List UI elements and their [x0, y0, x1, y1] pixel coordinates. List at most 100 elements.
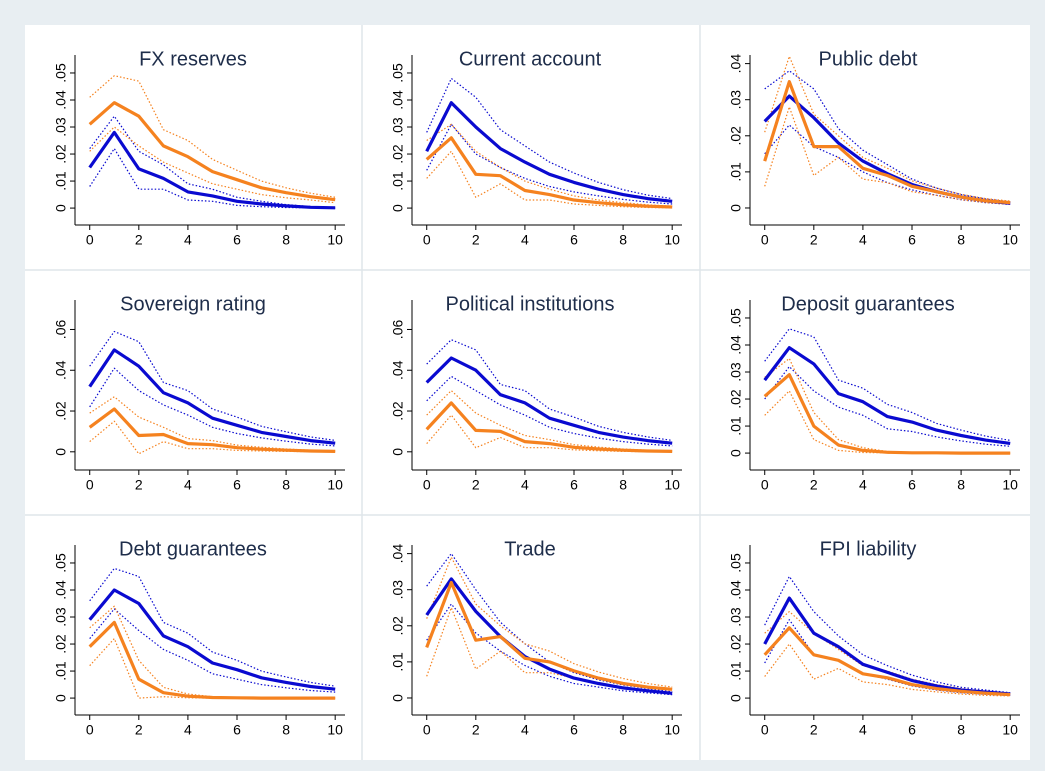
y-tick-label: .05: [728, 553, 744, 573]
y-tick-label: .02: [390, 144, 406, 164]
x-tick-label: 0: [423, 232, 431, 248]
y-tick-label: 0: [390, 204, 406, 212]
response-line: [88, 101, 336, 202]
panel-title: Current account: [459, 48, 602, 70]
x-tick-label: 10: [327, 232, 343, 248]
response-line: [425, 136, 673, 209]
x-tick-label: 10: [1002, 477, 1018, 493]
x-tick-label: 10: [1002, 722, 1018, 738]
confidence-band: [764, 124, 1011, 205]
x-tick-label: 6: [570, 722, 578, 738]
x-tick-label: 10: [327, 477, 343, 493]
y-tick-label: .01: [728, 162, 744, 182]
x-tick-label: 6: [570, 232, 578, 248]
x-tick-label: 4: [184, 722, 192, 738]
x-tick-label: 6: [908, 722, 916, 738]
response-line: [425, 101, 673, 203]
y-tick-label: 0: [53, 448, 69, 456]
x-tick-label: 6: [233, 722, 241, 738]
confidence-band: [426, 556, 673, 688]
y-tick-label: 0: [53, 694, 69, 702]
response-line: [425, 356, 673, 445]
confidence-band: [764, 70, 1011, 203]
response-line: [88, 588, 336, 691]
x-tick-label: 8: [957, 722, 965, 738]
x-tick-label: 0: [86, 232, 94, 248]
y-tick-label: .01: [728, 416, 744, 436]
x-tick-label: 10: [664, 477, 680, 493]
confidence-band: [89, 75, 336, 198]
confidence-band: [426, 390, 673, 452]
x-tick-label: 2: [810, 722, 818, 738]
x-tick-label: 2: [472, 722, 480, 738]
panel-title: Public debt: [819, 48, 918, 70]
x-tick-label: 6: [233, 232, 241, 248]
y-tick-label: .01: [728, 661, 744, 681]
y-tick-label: .04: [728, 335, 744, 355]
response-line: [763, 80, 1011, 205]
x-tick-label: 2: [135, 722, 143, 738]
panel-title: Trade: [504, 538, 556, 560]
x-tick-label: 10: [1002, 232, 1018, 248]
x-tick-label: 6: [233, 477, 241, 493]
y-tick-label: .03: [728, 607, 744, 627]
x-tick-label: 8: [619, 477, 627, 493]
x-tick-label: 4: [521, 232, 529, 248]
x-tick-label: 0: [86, 722, 94, 738]
x-tick-label: 4: [859, 722, 867, 738]
y-tick-label: .04: [53, 90, 69, 110]
panel-dividers: [25, 25, 1030, 760]
y-tick-label: .04: [390, 90, 406, 110]
x-tick-label: 0: [423, 477, 431, 493]
y-tick-label: .02: [390, 401, 406, 421]
y-tick-label: .04: [390, 544, 406, 564]
y-tick-label: .03: [728, 362, 744, 382]
panel-title: Political institutions: [446, 293, 615, 315]
y-tick-label: .04: [728, 54, 744, 74]
response-line: [425, 401, 673, 453]
y-tick-label: .04: [390, 360, 406, 380]
y-tick-label: .01: [53, 661, 69, 681]
panel-title: FPI liability: [820, 538, 917, 560]
x-tick-label: 0: [761, 722, 769, 738]
y-tick-label: .03: [728, 90, 744, 110]
confidence-band: [89, 126, 336, 204]
x-tick-label: 2: [472, 477, 480, 493]
y-tick-label: .05: [728, 308, 744, 328]
confidence-band: [89, 330, 336, 441]
y-tick-label: .01: [390, 652, 406, 672]
x-tick-label: 4: [521, 722, 529, 738]
plot-background: [25, 25, 1030, 760]
y-tick-label: .02: [728, 634, 744, 654]
y-tick-label: .04: [728, 580, 744, 600]
y-tick-label: 0: [53, 204, 69, 212]
x-tick-label: 2: [472, 232, 480, 248]
response-line: [763, 346, 1011, 445]
x-tick-label: 6: [908, 477, 916, 493]
y-tick-label: .02: [728, 389, 744, 409]
x-tick-label: 2: [810, 477, 818, 493]
x-tick-label: 8: [957, 477, 965, 493]
panel-title: FX reserves: [139, 48, 247, 70]
confidence-band: [426, 150, 673, 209]
response-line: [88, 407, 336, 453]
x-tick-label: 8: [957, 232, 965, 248]
x-tick-label: 8: [619, 722, 627, 738]
y-tick-label: .06: [53, 320, 69, 340]
y-tick-label: .05: [53, 63, 69, 83]
x-tick-label: 10: [664, 722, 680, 738]
x-tick-label: 8: [282, 477, 290, 493]
confidence-band: [426, 77, 673, 200]
y-tick-label: .06: [390, 320, 406, 340]
confidence-band: [426, 375, 673, 447]
confidence-band: [426, 123, 673, 205]
y-tick-label: .05: [53, 553, 69, 573]
response-line: [88, 130, 336, 210]
response-line: [88, 348, 336, 445]
confidence-band: [764, 55, 1011, 202]
response-line: [425, 580, 673, 691]
x-tick-label: 2: [810, 232, 818, 248]
confidence-band: [764, 366, 1011, 447]
x-tick-label: 10: [327, 722, 343, 738]
confidence-band: [764, 619, 1011, 696]
